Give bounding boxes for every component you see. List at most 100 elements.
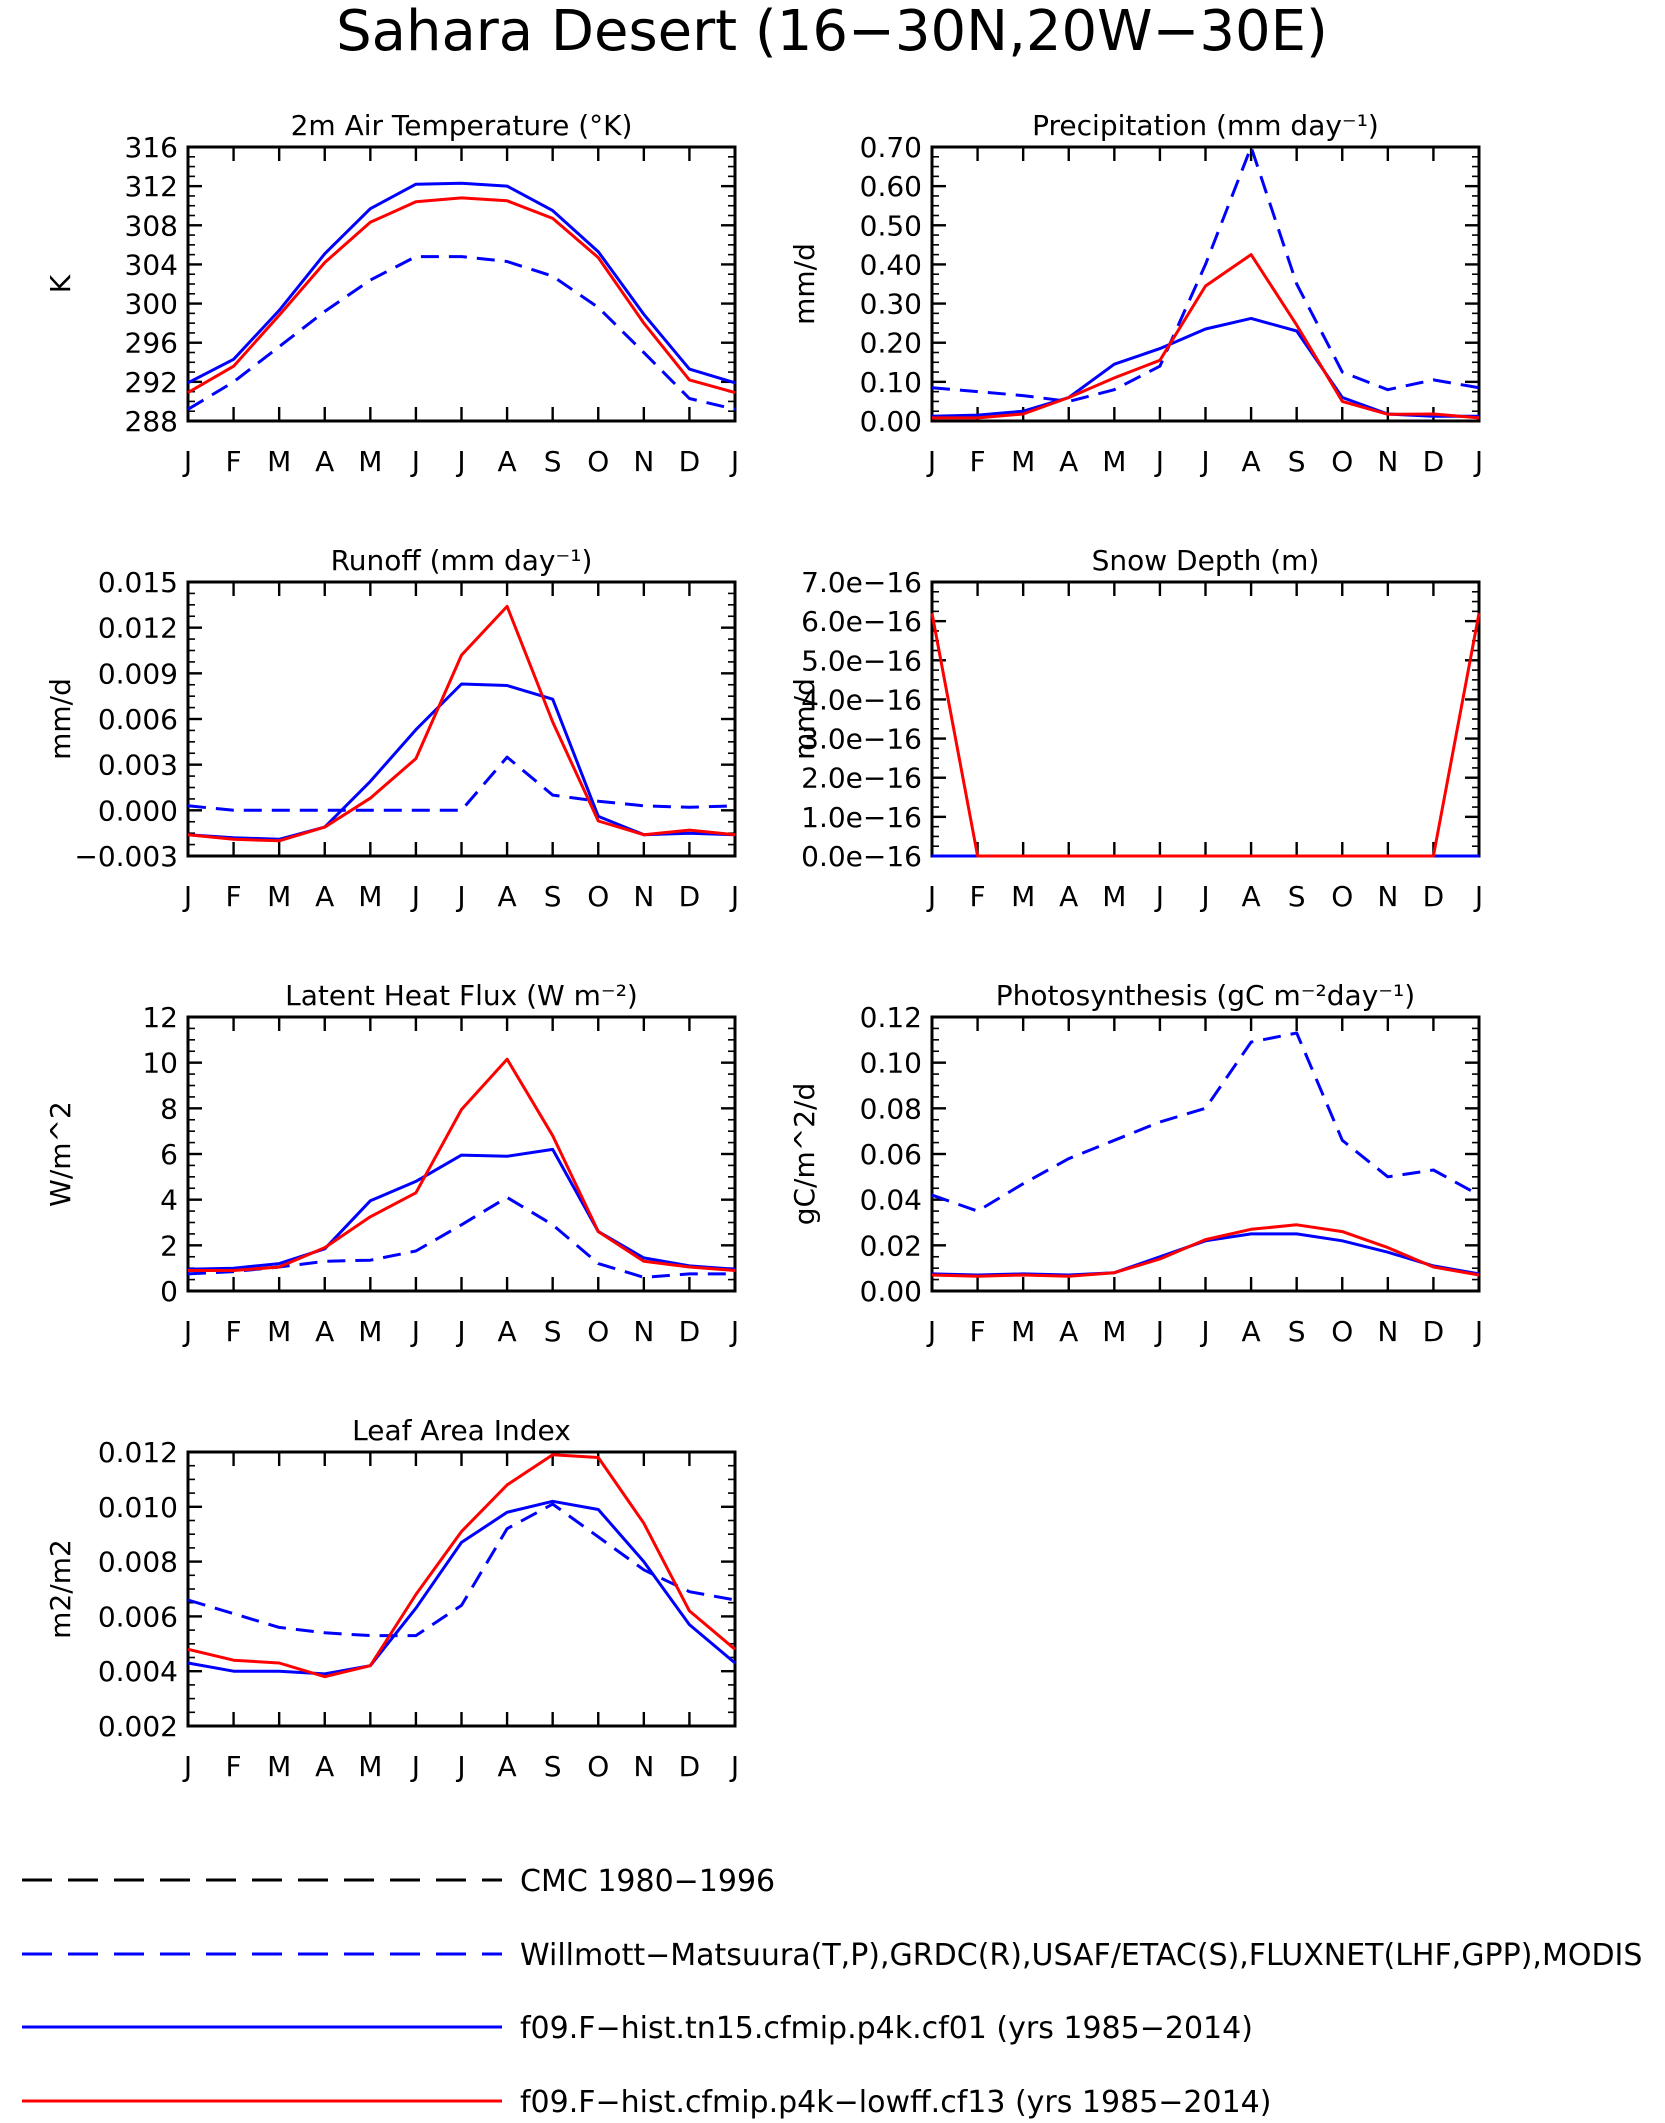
x-tick-label: J — [182, 1315, 192, 1348]
x-tick-label: M — [1102, 445, 1126, 478]
x-tick-label: S — [1288, 1315, 1306, 1348]
y-tick-label: 0.60 — [860, 170, 922, 203]
panel-title: Snow Depth (m) — [1092, 544, 1320, 577]
x-tick-label: F — [226, 1315, 242, 1348]
y-tick-label: 316 — [125, 131, 178, 164]
x-tick-label: M — [358, 1750, 382, 1783]
plot-frame — [186, 1450, 737, 1728]
x-tick-label: A — [498, 1750, 517, 1783]
x-tick-label: O — [1331, 1315, 1353, 1348]
plot-frame — [186, 145, 737, 423]
y-tick-label: 3.0e−16 — [801, 723, 922, 756]
y-tick-label: 4 — [160, 1184, 178, 1217]
chart-panel: Leaf Area Index m2/m2 0.002 0.004 0.006 0.008… — [44, 1414, 739, 1783]
x-tick-label: M — [358, 1315, 382, 1348]
x-tick-label: O — [1331, 445, 1353, 478]
x-tick-label: A — [1059, 445, 1078, 478]
y-tick-label: 0.30 — [860, 288, 922, 321]
y-tick-label: 0.010 — [98, 1491, 178, 1524]
x-tick-label: O — [1331, 880, 1353, 913]
series-line-model-cf13 — [930, 613, 1481, 858]
x-tick-label: J — [1199, 445, 1209, 478]
legend-label: CMC 1980−1996 — [520, 1864, 775, 1899]
x-tick-label: M — [1102, 1315, 1126, 1348]
x-tick-label: A — [315, 1315, 334, 1348]
legend-entry-observations: Willmott−Matsuura(T,P),GRDC(R),USAF/ETAC… — [22, 1938, 1642, 1973]
x-tick-label: O — [587, 1750, 609, 1783]
y-axis-label: W/m^2 — [44, 1101, 77, 1207]
y-tick-label: 6.0e−16 — [801, 605, 922, 638]
y-tick-label: −0.003 — [74, 840, 178, 873]
x-tick-label: J — [926, 1315, 936, 1348]
x-tick-label: A — [1242, 880, 1261, 913]
x-tick-label: F — [970, 880, 986, 913]
series-line-observations — [931, 145, 1480, 403]
y-axis-label: K — [44, 274, 77, 293]
legend-entry-model-cf13: f09.F−hist.cfmip.p4k−lowff.cf13 (yrs 198… — [22, 2085, 1271, 2120]
y-tick-label: 8 — [160, 1092, 178, 1125]
chart-panel: Snow Depth (m) mm/d 0.0e−16 1.0e−16 2.0e−16 3… — [788, 544, 1483, 913]
plot-frame — [930, 145, 1481, 423]
series-line-observations — [187, 1502, 736, 1638]
y-tick-label: 0.20 — [860, 327, 922, 360]
series-line-model-cf01 — [187, 1147, 736, 1271]
y-tick-label: 4.0e−16 — [801, 683, 922, 716]
x-tick-label: J — [926, 880, 936, 913]
x-tick-label: J — [410, 1315, 420, 1348]
y-tick-label: 0.008 — [98, 1546, 178, 1579]
y-tick-label: 2.0e−16 — [801, 762, 922, 795]
y-tick-label: 296 — [125, 327, 178, 360]
y-tick-label: 10 — [142, 1047, 178, 1080]
x-tick-label: D — [1423, 1315, 1445, 1348]
plot-frame — [186, 580, 737, 858]
y-tick-label: 0.000 — [98, 794, 178, 827]
series-line-model-cf01 — [187, 682, 736, 841]
x-tick-label: J — [455, 1315, 465, 1348]
x-tick-label: M — [267, 1750, 291, 1783]
y-tick-label: 0.006 — [98, 1600, 178, 1633]
x-tick-label: A — [315, 445, 334, 478]
x-tick-label: J — [1473, 1315, 1483, 1348]
x-tick-label: D — [679, 1750, 701, 1783]
x-tick-label: M — [358, 445, 382, 478]
legend-label: f09.F−hist.tn15.cfmip.p4k.cf01 (yrs 1985… — [520, 2011, 1253, 2046]
y-tick-label: 0.50 — [860, 209, 922, 242]
y-tick-label: 6 — [160, 1138, 178, 1171]
panel-title: Photosynthesis (gC m⁻²day⁻¹) — [996, 979, 1415, 1012]
y-tick-label: 0.08 — [860, 1092, 922, 1125]
series-line-observations — [187, 255, 736, 411]
legend: CMC 1980−1996 Willmott−Matsuura(T,P),GRD… — [22, 1864, 1642, 2120]
series-line-observations — [931, 1031, 1480, 1213]
x-tick-label: J — [1199, 1315, 1209, 1348]
x-tick-label: D — [1423, 445, 1445, 478]
x-tick-label: F — [226, 880, 242, 913]
y-tick-label: 0.015 — [98, 566, 178, 599]
x-tick-label: A — [1059, 880, 1078, 913]
y-tick-label: 0.12 — [860, 1001, 922, 1034]
x-tick-label: O — [587, 1315, 609, 1348]
x-tick-label: S — [544, 880, 562, 913]
x-tick-label: M — [1011, 1315, 1035, 1348]
y-tick-label: 5.0e−16 — [801, 644, 922, 677]
x-tick-label: N — [633, 880, 654, 913]
x-tick-label: D — [679, 1315, 701, 1348]
series-line-model-cf13 — [187, 196, 736, 395]
y-tick-label: 308 — [125, 209, 178, 242]
panel-title: Runoff (mm day⁻¹) — [331, 544, 593, 577]
x-tick-label: F — [970, 1315, 986, 1348]
x-tick-label: M — [1011, 880, 1035, 913]
chart-panel: 2m Air Temperature (°K) K 288 292 296 300 304 3… — [44, 109, 739, 478]
y-tick-label: 0.10 — [860, 366, 922, 399]
x-tick-label: M — [267, 445, 291, 478]
x-tick-label: M — [358, 880, 382, 913]
x-tick-label: O — [587, 445, 609, 478]
y-tick-label: 0 — [160, 1275, 178, 1308]
y-tick-label: 0.06 — [860, 1138, 922, 1171]
x-tick-label: J — [729, 1750, 739, 1783]
y-tick-label: 0.00 — [860, 405, 922, 438]
y-tick-label: 0.0e−16 — [801, 840, 922, 873]
panels: 2m Air Temperature (°K) K 288 292 296 300 304 3… — [44, 109, 1483, 1783]
legend-entry-model-cf01: f09.F−hist.tn15.cfmip.p4k.cf01 (yrs 1985… — [22, 2011, 1253, 2046]
series-line-model-cf13 — [188, 1057, 736, 1272]
x-tick-label: J — [1473, 880, 1483, 913]
